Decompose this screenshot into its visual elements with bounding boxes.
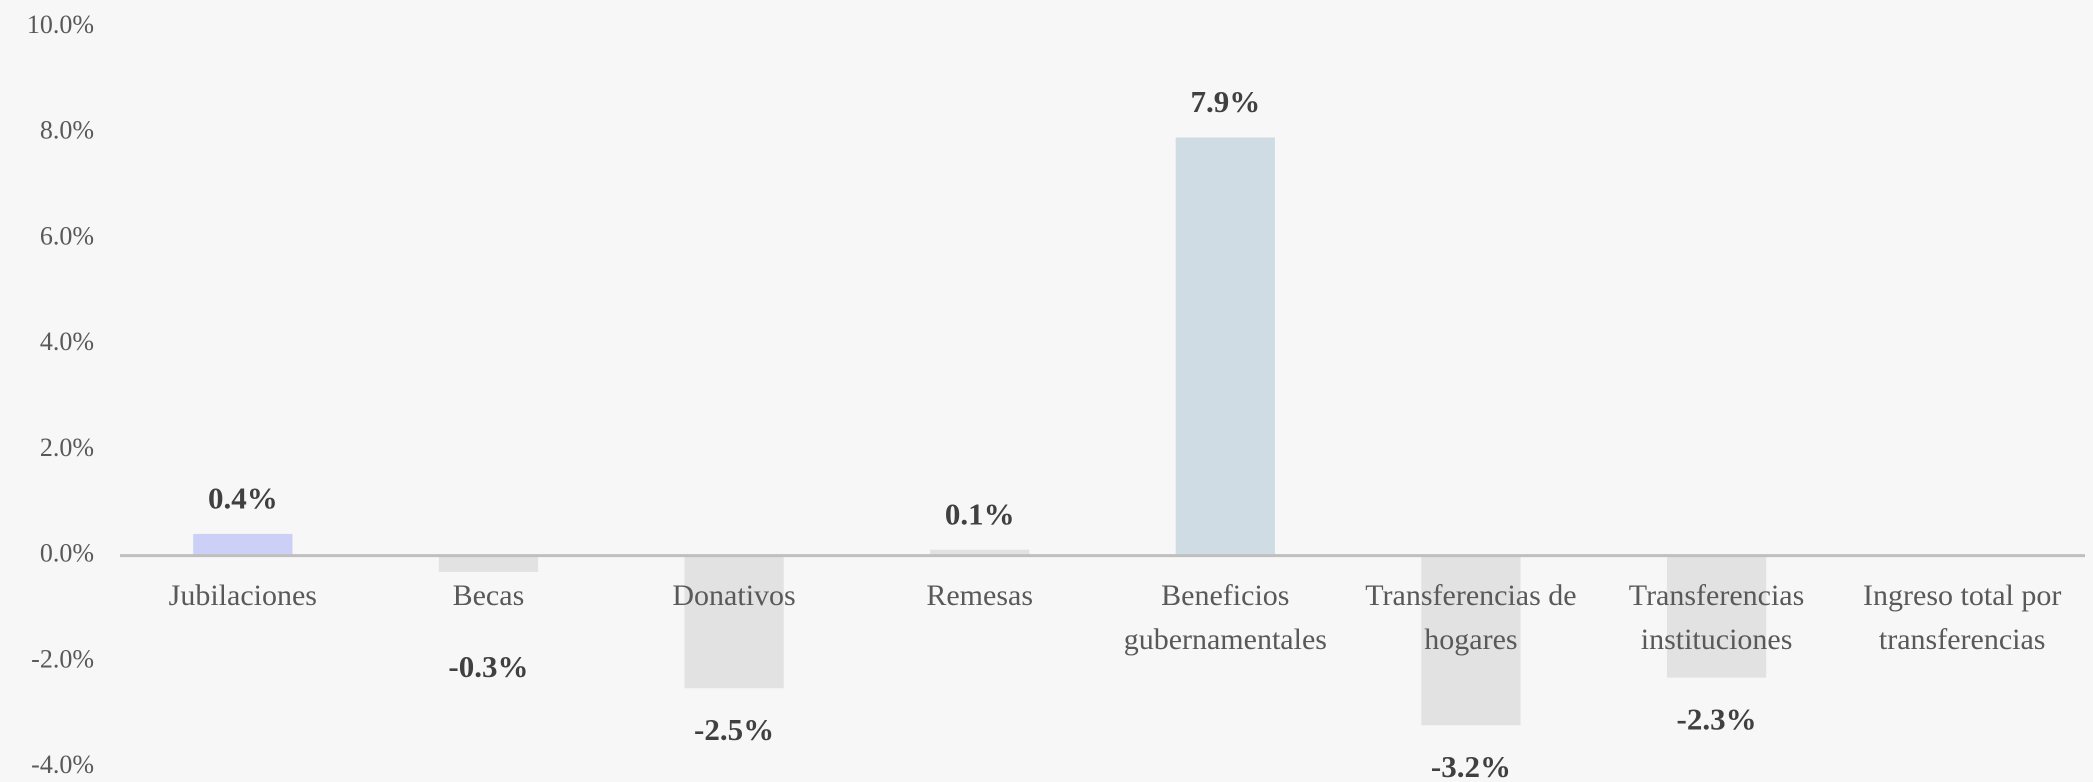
data-label: 0.1%	[945, 496, 1015, 531]
y-tick-label: 0.0%	[40, 539, 94, 568]
y-tick-label: 4.0%	[40, 327, 94, 356]
x-tick-label: Becas	[452, 578, 525, 612]
x-tick-label: Donativos	[672, 578, 796, 612]
x-tick-label: Beneficios gubernamentales	[1123, 578, 1327, 656]
data-label: -3.2%	[1431, 749, 1511, 782]
bar	[1421, 555, 1521, 726]
y-tick-label: 10.0%	[27, 10, 94, 39]
data-label: -2.5%	[694, 712, 774, 747]
bar	[1666, 555, 1767, 678]
data-label: 0.4%	[208, 481, 278, 516]
x-tick-label: Transferencias de hogares	[1365, 578, 1577, 656]
bar	[1175, 137, 1275, 557]
bar	[193, 533, 293, 557]
x-tick-label: Transferencias instituciones	[1628, 578, 1805, 656]
x-tick-label: Jubilaciones	[168, 578, 317, 612]
y-tick-label: 6.0%	[40, 221, 94, 250]
x-tick-label: Remesas	[926, 578, 1033, 612]
data-label: -0.3%	[448, 649, 528, 684]
data-label: -2.3%	[1677, 701, 1757, 736]
bar	[684, 555, 784, 689]
y-tick-label: -2.0%	[31, 644, 94, 673]
y-tick-label: 8.0%	[40, 116, 94, 145]
data-label: 7.9%	[1190, 84, 1260, 119]
x-tick-label: Ingreso total por transferencias	[1863, 578, 2062, 656]
y-tick-label: 2.0%	[40, 433, 94, 462]
bar	[438, 555, 539, 572]
y-tick-label: -4.0%	[31, 750, 94, 779]
